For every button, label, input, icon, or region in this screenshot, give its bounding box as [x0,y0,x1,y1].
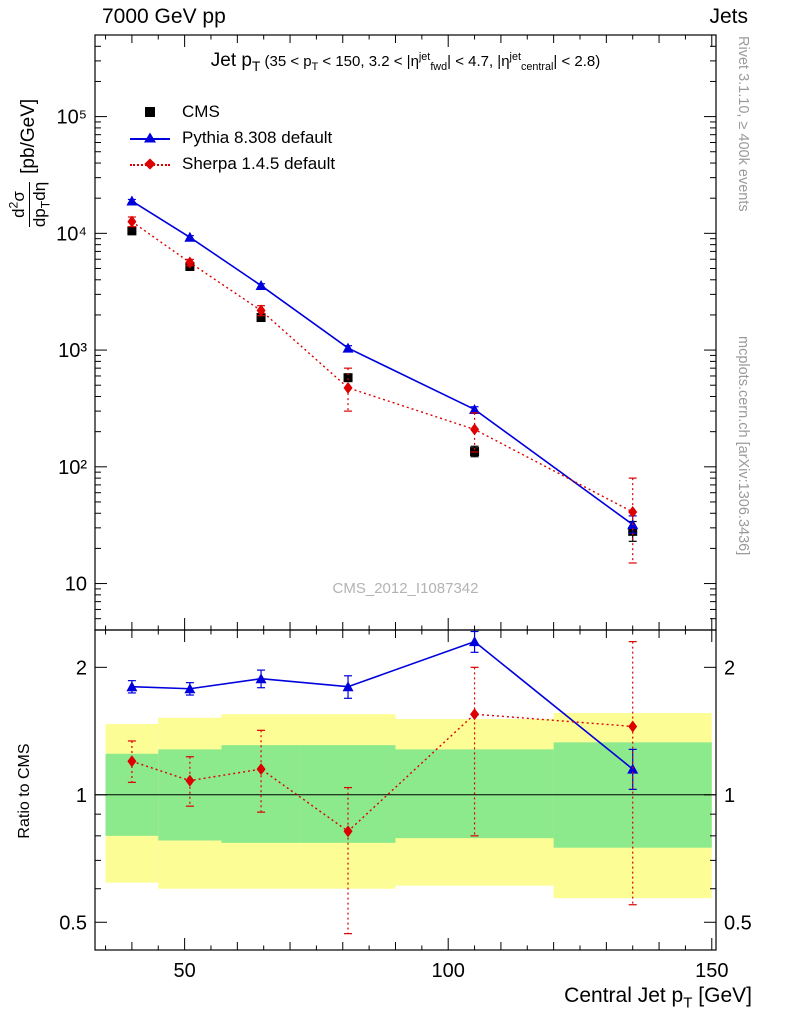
ylabel-fraction: d2σ dpTdη [6,181,52,228]
legend-item-cms: CMS [130,99,335,125]
x-tick-label: 100 [432,960,465,982]
ratio-series [126,630,639,935]
legend: CMS Pythia 8.308 default Sherpa 1.4.5 de… [130,99,335,177]
ylabel-denominator: dpTdη [29,181,52,228]
legend-label-cms: CMS [182,102,220,121]
ratio-y-tick-label-right: 0.5 [724,912,752,934]
analysis-id-watermark: CMS_2012_I1087342 [332,580,479,597]
main-y-tick-label: 10⁵ [56,107,87,129]
ratio-y-tick-label-right: 1 [724,785,735,807]
ratio-panel-frame [94,629,717,951]
ratio-y-tick-label-right: 2 [724,657,735,679]
ratio-y-tick-label-left: 2 [76,657,87,679]
main-y-tick-label: 10³ [58,340,87,362]
plot-title: Jet pT (35 < pT < 150, 3.2 < |ηjetfwd| <… [95,50,716,74]
analysis-group-label: Jets [709,5,748,28]
legend-item-pythia: Pythia 8.308 default [130,125,335,151]
title-cuts: (35 < pT < 150, 3.2 < |ηjetfwd| < 4.7, |… [260,51,601,73]
main-series [126,195,639,564]
ratio-y-tick-label-left: 0.5 [59,912,87,934]
ylabel-unit: [pb/GeV] [18,98,39,174]
sherpa-diamond-marker-icon [130,156,170,172]
legend-label-sherpa: Sherpa 1.4.5 default [182,154,336,173]
ratio-y-tick-label-left: 1 [76,785,87,807]
ratio-uncertainty-bands [105,713,712,899]
title-observable: Jet pT [210,50,261,74]
cms-square-marker-icon [130,104,170,120]
main-y-tick-label: 10² [58,457,87,479]
ratio-axis-label: Ratio to CMS [16,743,33,839]
x-tick-label: 150 [695,960,728,982]
legend-item-sherpa: Sherpa 1.4.5 default [130,151,335,177]
main-y-tick-label: 10⁴ [56,223,87,245]
axis-ticks [95,34,716,950]
x-tick-label: 50 [173,960,195,982]
main-y-tick-label: 10 [65,574,87,596]
beam-label: 7000 GeV pp [102,5,226,28]
x-axis-label: Central Jet pT [GeV] [564,984,752,1012]
ylabel-numerator: d2σ [6,181,30,228]
y-axis-label: d2σ dpTdη [pb/GeV] [4,28,54,298]
pythia-triangle-marker-icon [130,130,170,146]
mcplots-citation-note: mcplots.cern.ch [arXiv:1306.3436] [735,336,751,556]
rivet-version-note: Rivet 3.1.10, ≥ 400k events [735,36,751,212]
legend-label-pythia: Pythia 8.308 default [182,128,333,147]
